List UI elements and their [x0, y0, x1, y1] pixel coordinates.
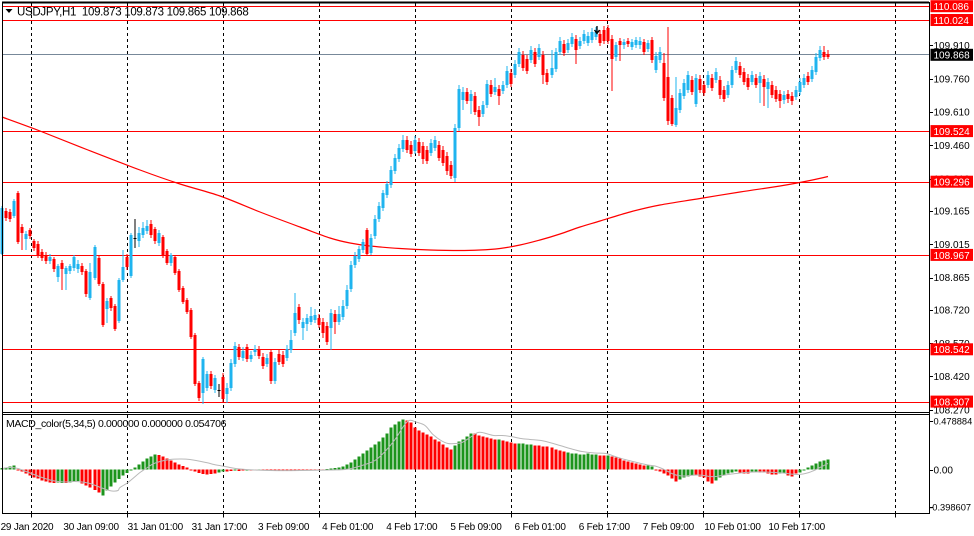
svg-text:6 Feb 17:00: 6 Feb 17:00 [579, 522, 631, 533]
svg-text:7 Feb 09:00: 7 Feb 09:00 [643, 522, 695, 533]
svg-text:108.542: 108.542 [934, 345, 971, 356]
svg-text:108.307: 108.307 [934, 398, 971, 409]
svg-text:109.015: 109.015 [934, 240, 971, 251]
svg-text:109.910: 109.910 [934, 41, 971, 52]
svg-text:0.478884: 0.478884 [934, 416, 973, 426]
svg-text:31 Jan 17:00: 31 Jan 17:00 [192, 522, 248, 533]
svg-text:6 Feb 01:00: 6 Feb 01:00 [515, 522, 567, 533]
svg-text:109.760: 109.760 [934, 74, 971, 85]
svg-text:110.024: 110.024 [934, 16, 970, 27]
svg-text:-0.398607: -0.398607 [929, 502, 971, 512]
svg-text:0.00: 0.00 [934, 466, 954, 477]
svg-text:109.524: 109.524 [934, 127, 971, 138]
svg-text:10 Feb 01:00: 10 Feb 01:00 [704, 522, 761, 533]
svg-text:108.967: 108.967 [934, 251, 971, 262]
svg-text:108.865: 108.865 [934, 273, 971, 284]
svg-text:3 Feb 09:00: 3 Feb 09:00 [258, 522, 310, 533]
svg-text:109.868: 109.868 [934, 51, 971, 62]
svg-text:10 Feb 17:00: 10 Feb 17:00 [768, 522, 825, 533]
svg-text:USDJPY,H1 109.873 109.873 109: USDJPY,H1 109.873 109.873 109.865 109.86… [17, 7, 248, 19]
svg-text:109.296: 109.296 [934, 178, 971, 189]
svg-text:4 Feb 17:00: 4 Feb 17:00 [386, 522, 438, 533]
svg-text:29 Jan 2020: 29 Jan 2020 [1, 522, 54, 533]
svg-text:108.270: 108.270 [934, 405, 971, 416]
svg-text:4 Feb 01:00: 4 Feb 01:00 [322, 522, 374, 533]
svg-text:109.165: 109.165 [934, 207, 971, 218]
svg-text:109.460: 109.460 [934, 141, 971, 152]
svg-text:MACD_color(5,34,5) 0.000000 0.: MACD_color(5,34,5) 0.000000 0.000000 0.0… [6, 418, 227, 430]
svg-text:109.610: 109.610 [934, 108, 971, 119]
svg-text:5 Feb 09:00: 5 Feb 09:00 [450, 522, 502, 533]
svg-text:108.420: 108.420 [934, 372, 971, 383]
svg-text:110.086: 110.086 [934, 2, 970, 13]
svg-text:108.720: 108.720 [934, 305, 971, 316]
svg-text:30 Jan 09:00: 30 Jan 09:00 [63, 522, 119, 533]
svg-text:31 Jan 01:00: 31 Jan 01:00 [128, 522, 184, 533]
